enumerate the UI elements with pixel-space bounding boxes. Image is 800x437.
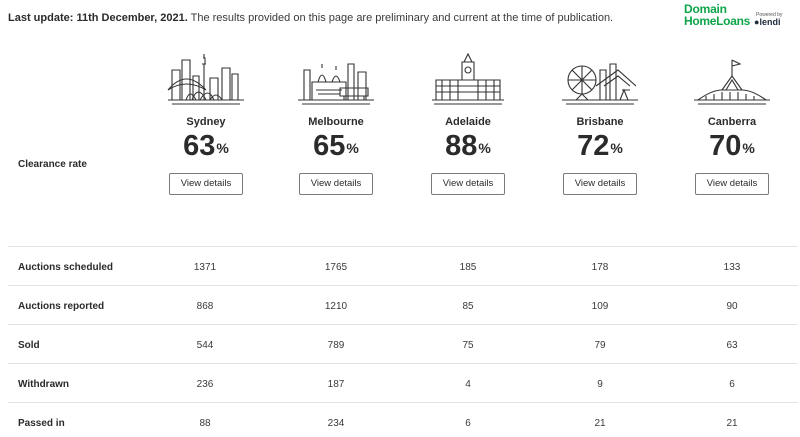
table-row: Auctions reported 868 1210 85 109 90	[8, 285, 798, 324]
table-cell: 90	[726, 301, 738, 312]
lendi-logo: ●lendi	[754, 17, 781, 27]
table-cell: 4	[465, 379, 471, 390]
clearance-rate-value: 88%	[445, 130, 491, 162]
city-name: Canberra	[707, 116, 757, 128]
table-cell: 63	[726, 340, 738, 351]
city-name: Adelaide	[445, 116, 491, 128]
last-update-date: Last update: 11th December, 2021.	[8, 12, 188, 24]
view-details-button[interactable]: View details	[431, 173, 505, 195]
city-name: Sydney	[186, 116, 226, 128]
clearance-rate-value: 65%	[313, 130, 359, 162]
table-row: Passed in 88 234 6 21 21	[8, 402, 798, 437]
table-cell: 1371	[193, 262, 217, 273]
table-cell: 109	[591, 301, 609, 312]
city-card-canberra: Canberra 70% View details	[662, 50, 800, 195]
row-label: Passed in	[18, 418, 65, 429]
table-cell: 544	[196, 340, 214, 351]
sydney-skyline-icon	[167, 54, 244, 105]
city-card-sydney: Sydney 63% View details	[136, 50, 276, 195]
table-cell: 185	[459, 262, 477, 273]
view-details-button[interactable]: View details	[169, 173, 243, 195]
city-card-melbourne: Melbourne 65% View details	[266, 50, 406, 195]
city-name: Melbourne	[308, 116, 364, 128]
table-cell: 187	[327, 379, 345, 390]
table-cell: 6	[729, 379, 735, 390]
powered-by-text: Powered by	[756, 12, 783, 18]
last-update-disclaimer: The results provided on this page are pr…	[190, 12, 614, 24]
last-update-notice: Last update: 11th December, 2021. The re…	[8, 12, 613, 24]
clearance-rate-label: Clearance rate	[18, 159, 87, 170]
clearance-rate-value: 63%	[183, 130, 229, 162]
city-card-brisbane: Brisbane 72% View details	[530, 50, 670, 195]
brisbane-skyline-icon	[562, 63, 638, 105]
auction-results-table: Auctions scheduled 1371 1765 185 178 133…	[8, 246, 798, 437]
table-cell: 21	[594, 418, 606, 429]
view-details-button[interactable]: View details	[563, 173, 637, 195]
table-cell: 1210	[324, 301, 348, 312]
city-name: Brisbane	[576, 116, 624, 128]
row-label: Auctions reported	[18, 301, 105, 312]
brand-line-1: Domain	[684, 2, 727, 16]
city-card-adelaide: Adelaide 88% View details	[398, 50, 538, 195]
table-cell: 789	[327, 340, 345, 351]
table-row: Sold 544 789 75 79 63	[8, 324, 798, 363]
melbourne-skyline-icon	[298, 63, 374, 105]
brand-line-2: HomeLoans	[684, 14, 750, 28]
table-cell: 88	[199, 418, 211, 429]
table-cell: 1765	[324, 262, 348, 273]
table-cell: 9	[597, 379, 603, 390]
lendi-text: lendi	[759, 17, 781, 27]
table-cell: 85	[462, 301, 474, 312]
table-cell: 868	[196, 301, 214, 312]
table-cell: 236	[196, 379, 214, 390]
canberra-parliament-icon	[694, 59, 770, 105]
table-cell: 75	[462, 340, 474, 351]
row-label: Sold	[18, 340, 40, 351]
adelaide-town-hall-icon	[432, 52, 504, 105]
view-details-button[interactable]: View details	[695, 173, 769, 195]
clearance-rate-value: 70%	[709, 130, 755, 162]
domain-home-loans-logo[interactable]: Domain HomeLoans Powered by ●lendi	[684, 2, 796, 32]
table-cell: 6	[465, 418, 471, 429]
view-details-button[interactable]: View details	[299, 173, 373, 195]
row-label: Withdrawn	[18, 379, 70, 390]
table-row: Auctions scheduled 1371 1765 185 178 133	[8, 246, 798, 285]
table-row: Withdrawn 236 187 4 9 6	[8, 363, 798, 402]
row-label: Auctions scheduled	[18, 262, 114, 273]
table-cell: 21	[726, 418, 738, 429]
clearance-rate-value: 72%	[577, 130, 623, 162]
table-cell: 133	[723, 262, 741, 273]
table-cell: 178	[591, 262, 609, 273]
table-cell: 234	[327, 418, 345, 429]
table-cell: 79	[594, 340, 606, 351]
